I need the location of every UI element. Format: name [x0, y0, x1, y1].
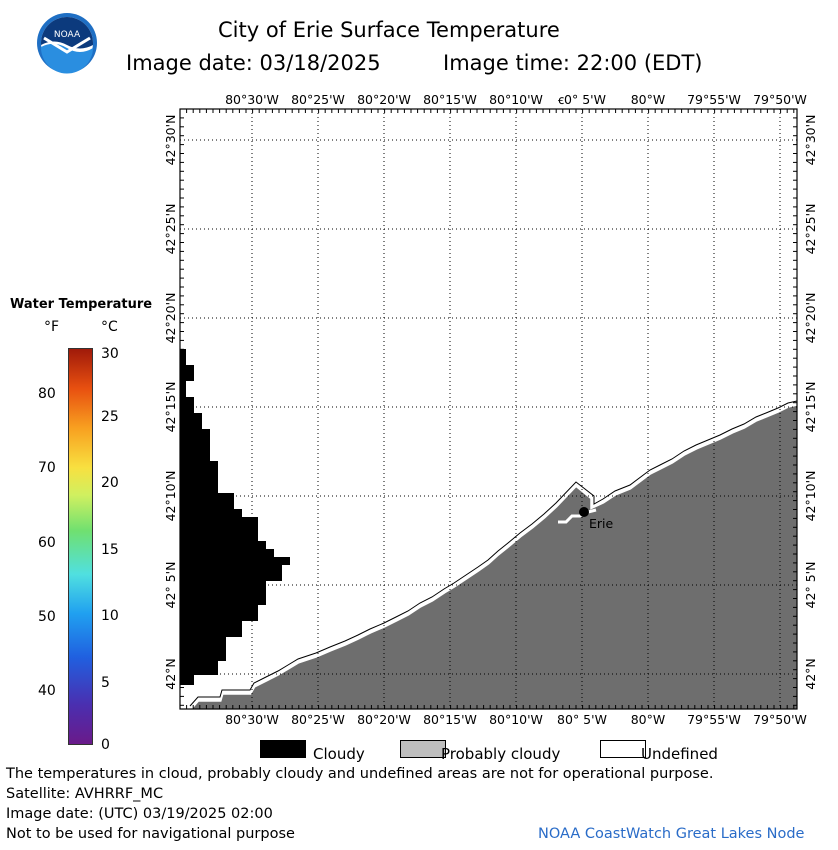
f-tick-50: 50 — [38, 609, 56, 625]
lat-label-left: 42°10'N — [163, 471, 178, 522]
image-date: Image date: 03/18/2025 — [126, 51, 381, 75]
lon-label-top: ꞓ0° 5'W — [558, 92, 606, 107]
bay-outline — [558, 508, 597, 524]
lat-labels-left: 42°30'N 42°25'N 42°20'N 42°15'N 42°10'N 42° 5… — [163, 115, 178, 690]
lon-label-top: 80°25'W — [291, 92, 345, 107]
lat-label-left: 42° 5'N — [163, 562, 178, 609]
c-tick-20: 20 — [101, 475, 119, 491]
colorbar-unit-c: °C — [101, 319, 118, 335]
lon-label-top: 79°55'W — [687, 92, 741, 107]
legend-swatch-undefined — [600, 740, 646, 758]
logo-text: NOAA — [54, 30, 81, 40]
c-tick-25: 25 — [101, 409, 119, 425]
cloud-region — [180, 349, 290, 685]
c-tick-5: 5 — [101, 675, 110, 691]
lat-label-left: 42°15'N — [163, 382, 178, 433]
f-tick-80: 80 — [38, 386, 56, 402]
c-tick-10: 10 — [101, 608, 119, 624]
erie-marker — [579, 507, 589, 517]
lon-label-bottom: 80°25'W — [291, 712, 345, 727]
f-tick-60: 60 — [38, 535, 56, 551]
lat-label-right: 42°20'N — [803, 293, 818, 344]
lon-label-top: 80°30'W — [225, 92, 279, 107]
lon-label-top: 80°W — [631, 92, 666, 107]
footer-image-date-utc: Image date: (UTC) 03/19/2025 02:00 — [6, 806, 273, 822]
lat-label-left: 42°25'N — [163, 204, 178, 255]
coastline — [188, 402, 798, 711]
lat-label-right: 42°15'N — [803, 382, 818, 433]
colorbar-title: Water Temperature — [10, 297, 153, 312]
lon-label-bottom: 80°20'W — [357, 712, 411, 727]
lon-label-bottom: 80° 5'W — [557, 712, 607, 727]
lon-label-top: 80°10'W — [489, 92, 543, 107]
lat-label-right: 42°10'N — [803, 471, 818, 522]
legend-swatch-probably-cloudy — [400, 740, 446, 758]
map-border — [179, 108, 798, 710]
legend-swatch-cloudy — [260, 740, 306, 758]
footer-satellite: Satellite: AVHRRF_MC — [6, 786, 164, 802]
lon-label-bottom: 80°15'W — [423, 712, 477, 727]
map-ticks — [179, 108, 797, 709]
lon-label-top: 80°15'W — [423, 92, 477, 107]
lon-label-bottom: 79°55'W — [687, 712, 741, 727]
lat-label-left: 42°20'N — [163, 293, 178, 344]
f-tick-40: 40 — [38, 683, 56, 699]
colorbar — [68, 348, 93, 745]
lat-label-left: 42°N — [163, 658, 178, 690]
lat-label-right: 42° 5'N — [803, 562, 818, 609]
lat-label-right: 42°N — [803, 658, 818, 690]
lon-label-top: 80°20'W — [357, 92, 411, 107]
lat-label-right: 42°30'N — [803, 115, 818, 166]
lon-label-bottom: 80°W — [631, 712, 666, 727]
colorbar-unit-f: °F — [44, 319, 60, 335]
city-label-erie: Erie — [589, 516, 614, 531]
legend-label-probably-cloudy: Probably cloudy — [441, 745, 561, 763]
map: Erie 80°30'W 80°25'W 80°20'W 80°15'W 80°10'W… — [163, 92, 818, 727]
lon-labels-top: 80°30'W 80°25'W 80°20'W 80°15'W 80°10'W ꞓ0° 5… — [225, 92, 807, 107]
lat-label-right: 42°25'N — [803, 204, 818, 255]
legend-label-cloudy: Cloudy — [313, 745, 365, 763]
c-tick-30: 30 — [101, 346, 119, 362]
lon-label-bottom: 80°10'W — [489, 712, 543, 727]
footer-navigation-note: Not to be used for navigational purpose — [6, 826, 295, 842]
image-time: Image time: 22:00 (EDT) — [443, 51, 703, 75]
lon-label-bottom: 80°30'W — [225, 712, 279, 727]
coastline-edge — [189, 400, 798, 707]
footer-credit: NOAA CoastWatch Great Lakes Node — [538, 826, 805, 842]
c-tick-15: 15 — [101, 542, 119, 558]
c-tick-0: 0 — [101, 737, 110, 753]
lat-label-left: 42°30'N — [163, 115, 178, 166]
page-title: City of Erie Surface Temperature — [218, 18, 560, 42]
lon-labels-bottom: 80°30'W 80°25'W 80°20'W 80°15'W 80°10'W 80° 5… — [225, 712, 807, 727]
noaa-logo: NOAA — [36, 12, 98, 74]
lat-labels-right: 42°30'N 42°25'N 42°20'N 42°15'N 42°10'N 42° 5… — [803, 115, 818, 690]
lon-label-top: 79°50'W — [753, 92, 807, 107]
footer-disclaimer: The temperatures in cloud, probably clou… — [6, 766, 714, 782]
f-tick-70: 70 — [38, 460, 56, 476]
legend-label-undefined: Undefined — [641, 745, 718, 763]
lon-label-bottom: 79°50'W — [753, 712, 807, 727]
map-grid — [180, 109, 797, 709]
